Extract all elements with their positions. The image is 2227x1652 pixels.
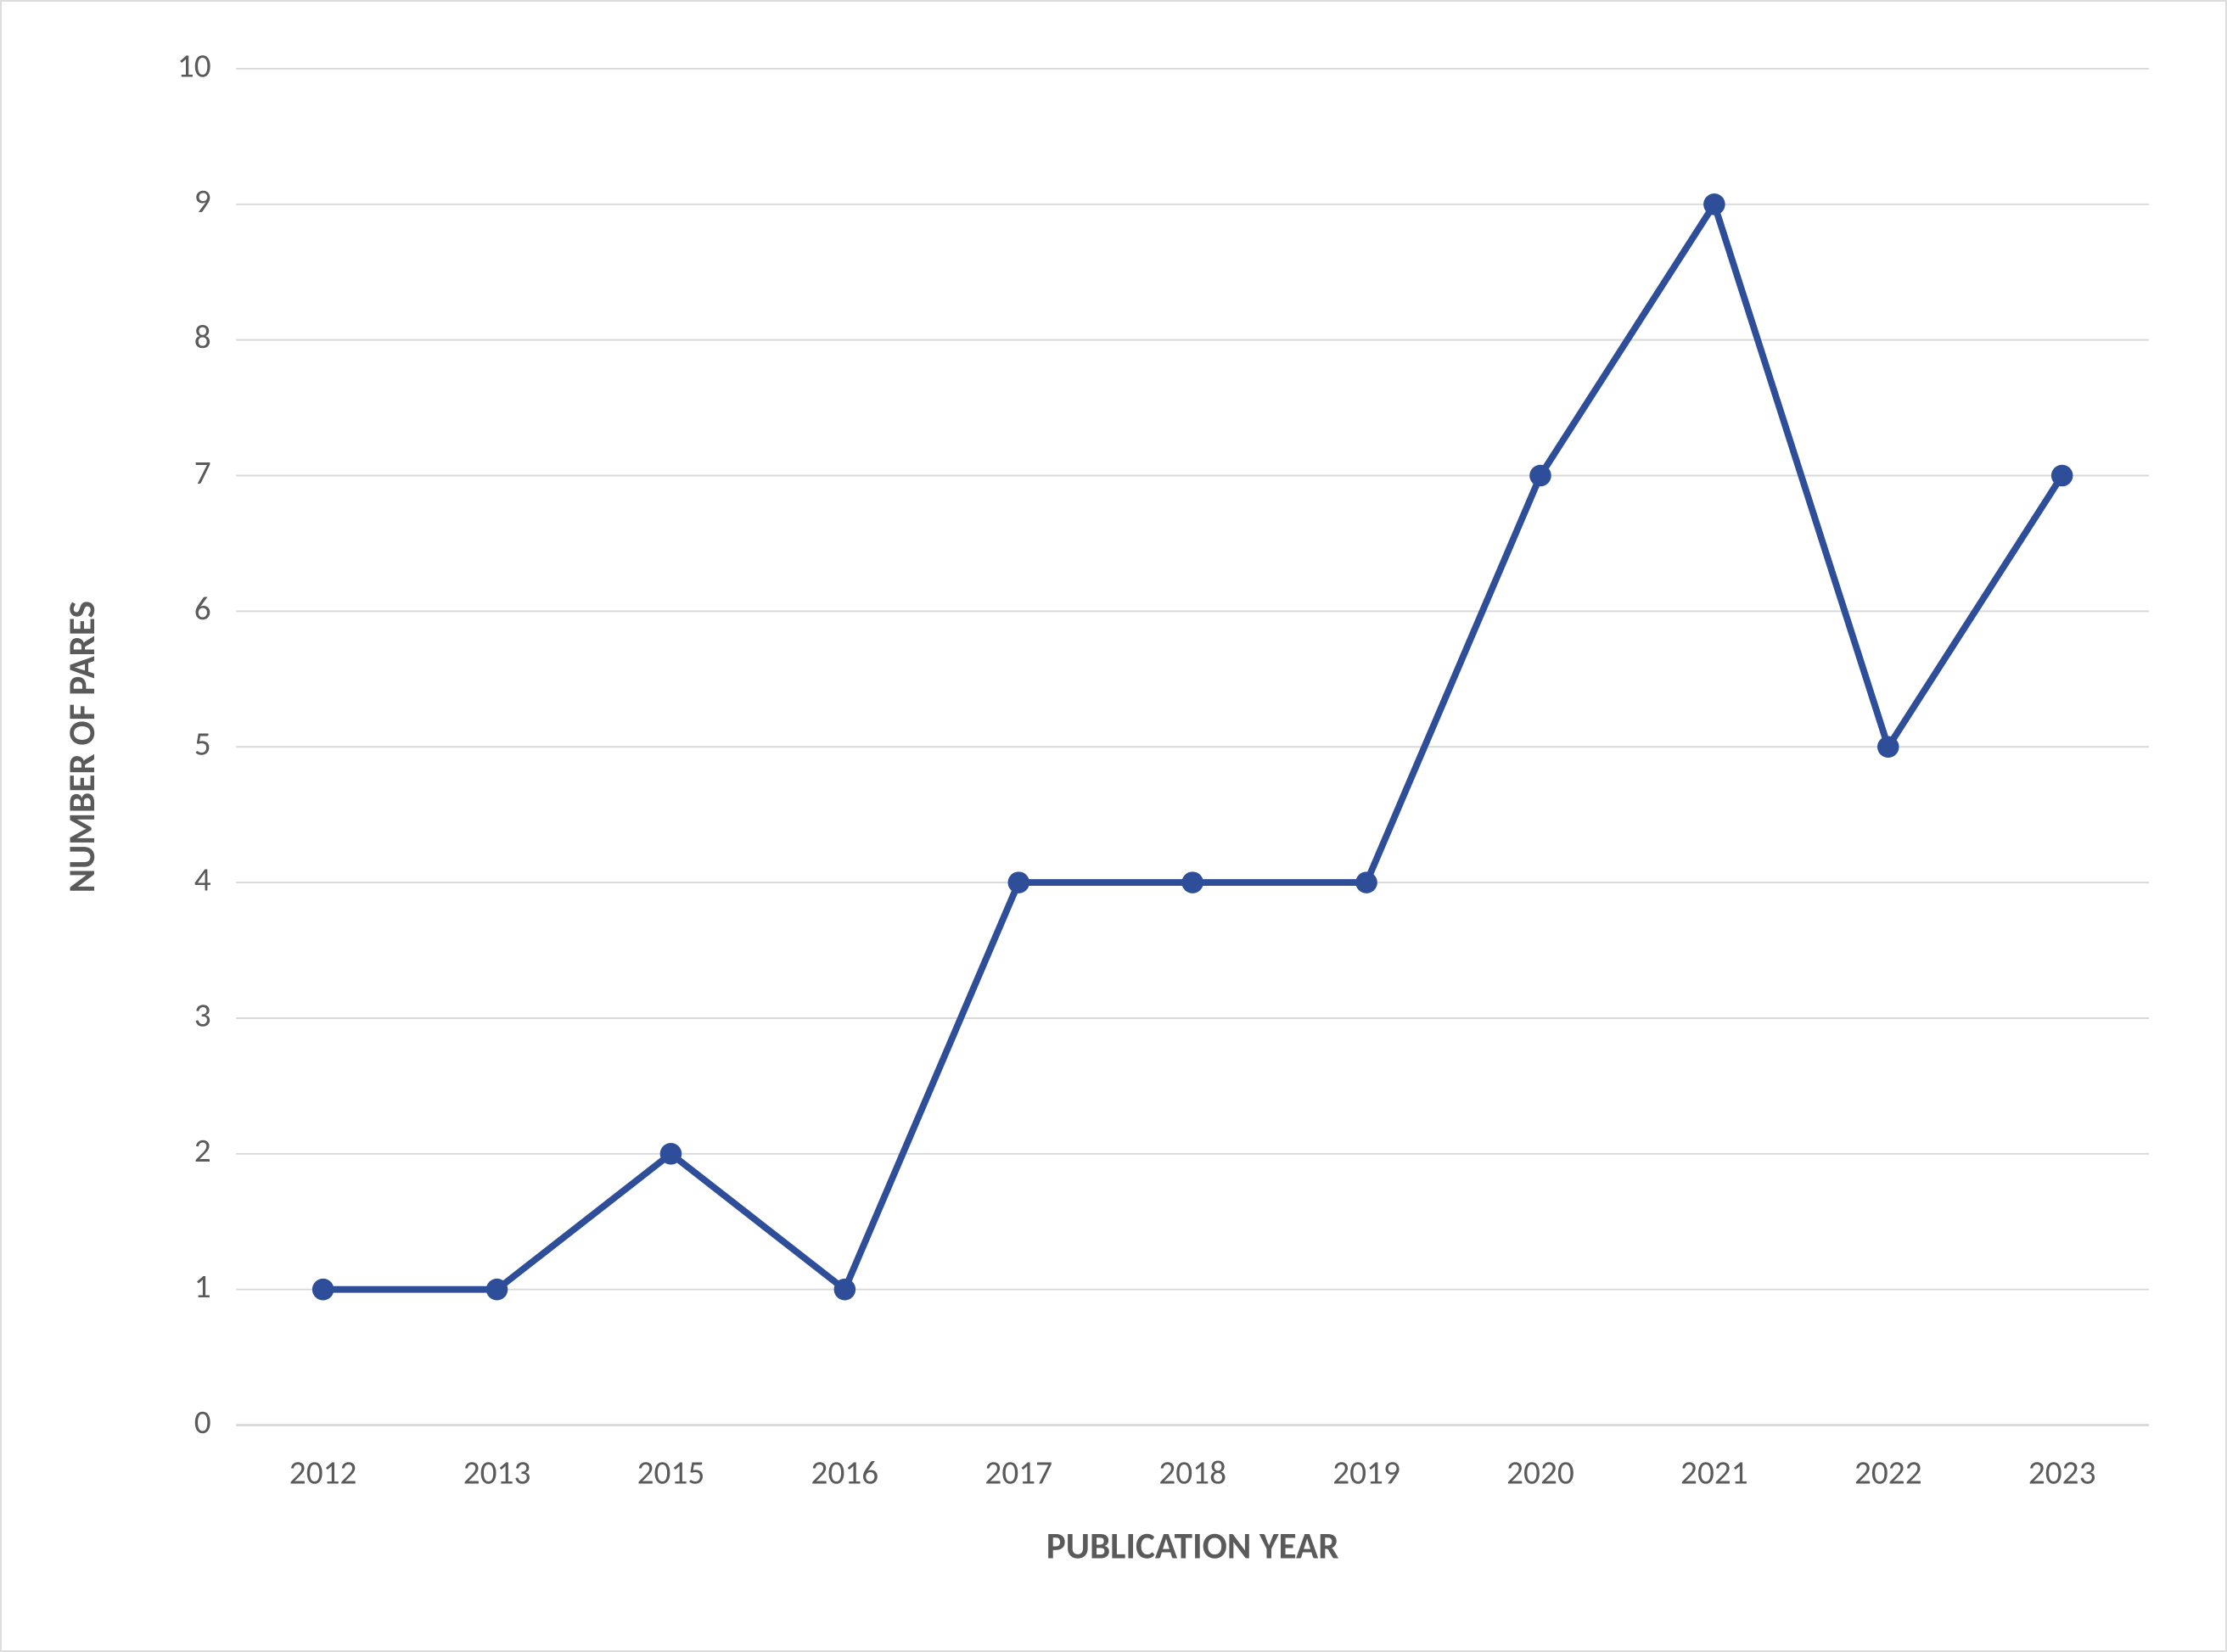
x-tick-label: 2022	[1854, 1452, 1922, 1492]
data-point	[1877, 736, 1899, 758]
y-tick-label: 8	[194, 316, 211, 357]
data-point	[2051, 465, 2073, 487]
x-tick-label: 2023	[2028, 1452, 2096, 1492]
data-point	[1529, 465, 1551, 487]
x-tick-label: 2018	[1158, 1452, 1226, 1492]
data-point	[1703, 193, 1725, 216]
y-tick-label: 1	[194, 1266, 211, 1307]
x-tick-label: 2015	[637, 1452, 705, 1492]
x-tick-label: 2016	[811, 1452, 879, 1492]
x-tick-label: 2021	[1680, 1452, 1748, 1492]
data-point	[1355, 871, 1377, 893]
x-tick-label: 2012	[289, 1452, 357, 1492]
x-tick-label: 2019	[1332, 1452, 1400, 1492]
y-tick-label: 3	[194, 994, 211, 1035]
data-point	[486, 1279, 508, 1301]
x-tick-label: 2020	[1506, 1452, 1574, 1492]
y-tick-label: 6	[194, 588, 211, 629]
data-point	[312, 1279, 334, 1301]
data-point	[660, 1143, 682, 1165]
y-tick-label: 7	[194, 452, 211, 493]
x-tick-label: 2013	[463, 1452, 531, 1492]
data-point	[1181, 871, 1203, 893]
line-chart: 0 1 2 3 4 5 6 7 8 9 10 2012 2013 2015 2016 2017 2018 2019…	[10, 19, 2200, 1642]
data-point	[1007, 871, 1029, 893]
chart-container: 0 1 2 3 4 5 6 7 8 9 10 2012 2013 2015 2016 2017 2018 2019…	[0, 0, 2227, 1652]
y-tick-label: 10	[177, 45, 211, 86]
x-axis-title: PUBLICATION YEAR	[1046, 1524, 1339, 1569]
y-tick-label: 5	[194, 724, 211, 764]
data-point	[834, 1279, 856, 1301]
y-tick-label: 0	[194, 1402, 211, 1442]
y-tick-label: 4	[194, 859, 211, 899]
y-axis-title: NUMBER OF PARES	[59, 601, 104, 893]
y-tick-label: 2	[194, 1130, 211, 1171]
x-tick-label: 2017	[984, 1452, 1052, 1492]
y-tick-label: 9	[194, 181, 211, 221]
